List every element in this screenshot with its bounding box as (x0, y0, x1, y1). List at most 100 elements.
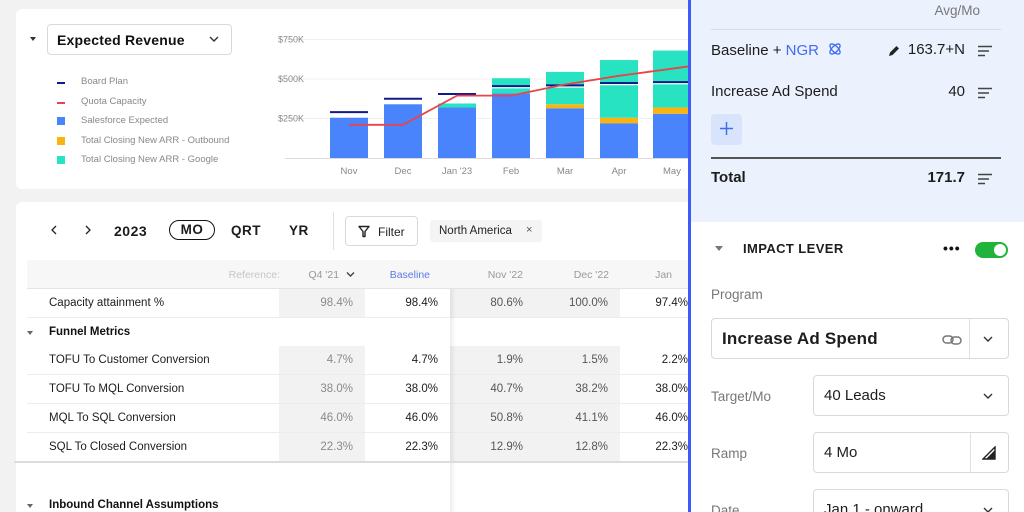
table-cell[interactable]: 38.2% (535, 375, 620, 403)
filter-button[interactable]: Filter (345, 216, 418, 246)
bar-segment (653, 50, 691, 108)
legend-swatch (57, 136, 65, 145)
frozen-column-shadow (450, 289, 456, 512)
legend-swatch (57, 117, 65, 125)
metric-select-value: Expected Revenue (57, 32, 185, 48)
column-header-baseline[interactable]: Baseline (389, 269, 430, 281)
year-label[interactable]: 2023 (114, 223, 148, 239)
table-cell[interactable]: 1.5% (535, 346, 620, 374)
table-cell[interactable]: 22.3% (365, 433, 450, 461)
program-value: Increase Ad Spend (722, 329, 878, 348)
table-cell[interactable]: 97.4% (620, 289, 688, 317)
legend-item-google[interactable]: Total Closing New ARR - Google (57, 154, 257, 168)
bar-segment (384, 104, 422, 158)
total-value: 171.7 (927, 169, 965, 186)
metric-select[interactable]: Expected Revenue (47, 24, 232, 55)
table-cell[interactable]: 46.0% (365, 404, 450, 432)
row-menu-icon[interactable] (977, 173, 993, 185)
table-cell[interactable]: 22.3% (620, 433, 688, 461)
table-cell[interactable]: 4.7% (365, 346, 450, 374)
section-label: Inbound Channel Assumptions (49, 499, 219, 511)
link-icon[interactable] (942, 333, 962, 347)
column-header-label: Q4 '21 (308, 269, 340, 281)
table-cell[interactable]: 12.9% (450, 433, 535, 461)
date-select[interactable]: Jan 1 - onward (813, 489, 1009, 512)
table-row: TOFU To MQL Conversion 38.0% 38.0% 40.7% 38.… (27, 375, 688, 404)
summary-row-name: Increase Ad Spend (711, 83, 838, 100)
chevron-down-icon[interactable] (982, 333, 994, 345)
ramp-curve-icon[interactable] (982, 446, 996, 460)
ramp-input[interactable]: 4 Mo (813, 432, 1009, 473)
table-cell[interactable]: 46.0% (279, 404, 365, 432)
bar-segment (546, 71, 584, 105)
section-label: Funnel Metrics (49, 326, 131, 338)
impact-lever-header: IMPACT LEVER ••• (711, 240, 1011, 260)
table-cell[interactable]: 80.6% (450, 289, 535, 317)
table-cell[interactable]: 98.4% (365, 289, 450, 317)
table-cell[interactable]: 4.7% (279, 346, 365, 374)
scenario-panel: Avg/Mo Baseline + NGR 163.7+N Increase A… (688, 0, 1024, 512)
close-icon[interactable]: × (526, 224, 533, 236)
table-cell[interactable]: 38.0% (365, 375, 450, 403)
ngr-link[interactable]: NGR (785, 42, 819, 59)
row-menu-icon[interactable] (977, 45, 993, 57)
date-label: Date (711, 503, 740, 512)
y-tick-label: $500K (278, 74, 304, 84)
table-cell[interactable]: 38.0% (279, 375, 365, 403)
chart-collapse-icon[interactable] (30, 37, 36, 41)
bar-segment (600, 123, 638, 158)
add-lever-button[interactable] (711, 114, 742, 145)
ramp-label: Ramp (711, 446, 748, 461)
bar-segment (330, 117, 368, 158)
column-header-q4-21[interactable]: Q4 '21 (308, 269, 355, 281)
chevron-down-icon (983, 393, 993, 399)
row-menu-icon[interactable] (977, 87, 993, 99)
filter-icon (358, 225, 370, 238)
more-options-icon[interactable]: ••• (943, 240, 961, 256)
section-collapse-icon[interactable] (27, 504, 33, 508)
program-select[interactable]: Increase Ad Spend (711, 318, 1009, 359)
chevron-down-icon (346, 272, 355, 277)
table-cell[interactable]: 41.1% (535, 404, 620, 432)
row-label: Capacity attainment % (49, 297, 165, 309)
section-row[interactable]: Funnel Metrics (27, 318, 688, 346)
filter-chip-north-america[interactable]: North America × (430, 220, 542, 242)
impact-lever-title: IMPACT LEVER (743, 241, 844, 256)
target-select[interactable]: 40 Leads (813, 375, 1009, 416)
legend-item-board-plan[interactable]: Board Plan (57, 76, 257, 90)
legend-swatch (57, 101, 65, 104)
legend-item-salesforce-expected[interactable]: Salesforce Expected (57, 115, 257, 129)
section-collapse-icon[interactable] (27, 331, 33, 335)
table-cell[interactable]: 98.4% (279, 289, 365, 317)
lever-enabled-toggle[interactable] (975, 242, 1008, 258)
field-separator (969, 319, 970, 358)
legend-item-outbound[interactable]: Total Closing New ARR - Outbound (57, 135, 257, 149)
summary-row-baseline: Baseline + NGR 163.7+N (711, 41, 1011, 61)
pencil-icon[interactable] (887, 44, 901, 58)
table-row: MQL To SQL Conversion 46.0% 46.0% 50.8% 41.1… (27, 404, 688, 433)
table-cell[interactable]: 12.8% (535, 433, 620, 461)
section-row[interactable]: Inbound Channel Assumptions (27, 491, 688, 512)
legend-item-quota-capacity[interactable]: Quota Capacity (57, 96, 257, 110)
table-cell[interactable]: 1.9% (450, 346, 535, 374)
legend-label: Total Closing New ARR - Google (81, 154, 219, 165)
prev-period-icon[interactable] (48, 222, 60, 238)
period-month-button[interactable]: MO (169, 220, 215, 240)
table-cell[interactable]: 100.0% (535, 289, 620, 317)
period-quarter-button[interactable]: QRT (231, 223, 261, 238)
table-cell[interactable]: 46.0% (620, 404, 688, 432)
lever-collapse-icon[interactable] (715, 246, 723, 251)
table-cell[interactable]: 22.3% (279, 433, 365, 461)
next-period-icon[interactable] (82, 222, 94, 238)
table-cell[interactable]: 38.0% (620, 375, 688, 403)
y-tick-label: $250K (278, 114, 304, 124)
table-cell[interactable]: 50.8% (450, 404, 535, 432)
legend-swatch (57, 156, 65, 164)
ngr-atom-icon[interactable] (827, 41, 843, 57)
target-value: 40 Leads (824, 387, 886, 404)
table-cell[interactable]: 2.2% (620, 346, 688, 374)
summary-row-value: 163.7+N (907, 41, 965, 58)
table-cell[interactable]: 40.7% (450, 375, 535, 403)
x-tick-label: May (663, 166, 681, 177)
period-year-button[interactable]: YR (289, 223, 309, 238)
